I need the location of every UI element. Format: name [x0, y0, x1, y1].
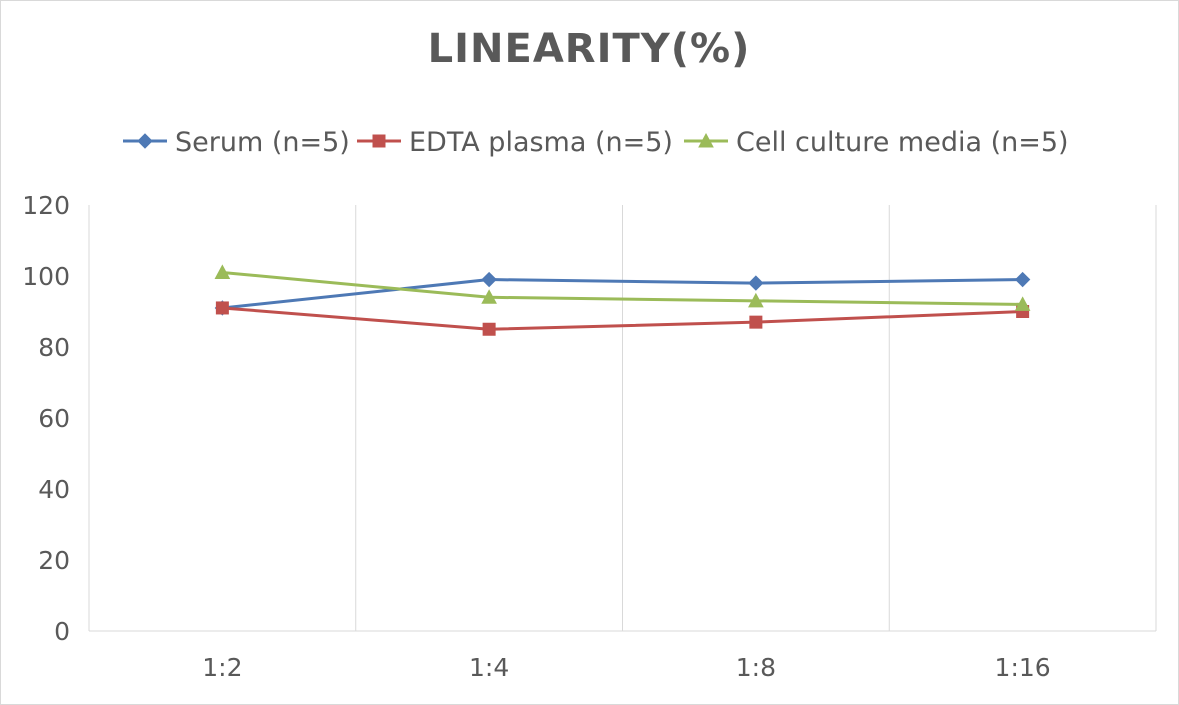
data-point: [481, 271, 497, 288]
legend-entry: Cell culture media (n=5): [684, 127, 1069, 158]
legend-marker: [372, 134, 386, 148]
legend-marker: [698, 132, 714, 148]
legend-label: Cell culture media (n=5): [736, 127, 1069, 158]
axes: 0 20 40 60 80 100 120 1:2 1:4 1:8 1:16: [22, 191, 1156, 682]
gridlines: [88, 205, 1157, 631]
legend-label: Serum (n=5): [175, 127, 350, 158]
series-line: [222, 278, 1023, 310]
y-tick-label: 80: [38, 333, 70, 362]
y-tick-label: 40: [38, 475, 70, 504]
data-point: [1014, 271, 1031, 288]
x-tick-label: 1:16: [995, 653, 1051, 682]
y-tick-label: 60: [38, 404, 70, 433]
data-point: [214, 264, 231, 279]
legend-label: EDTA plasma (n=5): [409, 127, 673, 158]
series-line: [222, 270, 1023, 306]
y-tick-label: 100: [22, 262, 70, 291]
chart-title: LINEARITY(%): [428, 26, 751, 72]
data-point: [1014, 296, 1031, 311]
legend-entry: EDTA plasma (n=5): [357, 127, 673, 158]
y-tick-label: 20: [38, 546, 70, 575]
x-tick-label: 1:8: [736, 653, 776, 682]
series-line: [222, 306, 1023, 331]
x-tick-label: 1:2: [202, 653, 242, 682]
y-tick-label: 120: [22, 191, 70, 220]
data-point: [482, 322, 496, 336]
data-point: [748, 275, 764, 291]
series-triangle: [214, 264, 1031, 311]
y-tick-label: 0: [54, 617, 70, 646]
legend: Serum (n=5) EDTA plasma (n=5) Cell culture…: [123, 127, 1069, 158]
data-point: [215, 301, 229, 315]
x-tick-label: 1:4: [469, 653, 509, 682]
series-layer: [214, 264, 1031, 336]
data-point: [481, 289, 497, 304]
legend-marker: [137, 133, 153, 149]
data-point: [748, 292, 764, 308]
legend-entry: Serum (n=5): [123, 127, 350, 158]
data-point: [749, 315, 763, 329]
